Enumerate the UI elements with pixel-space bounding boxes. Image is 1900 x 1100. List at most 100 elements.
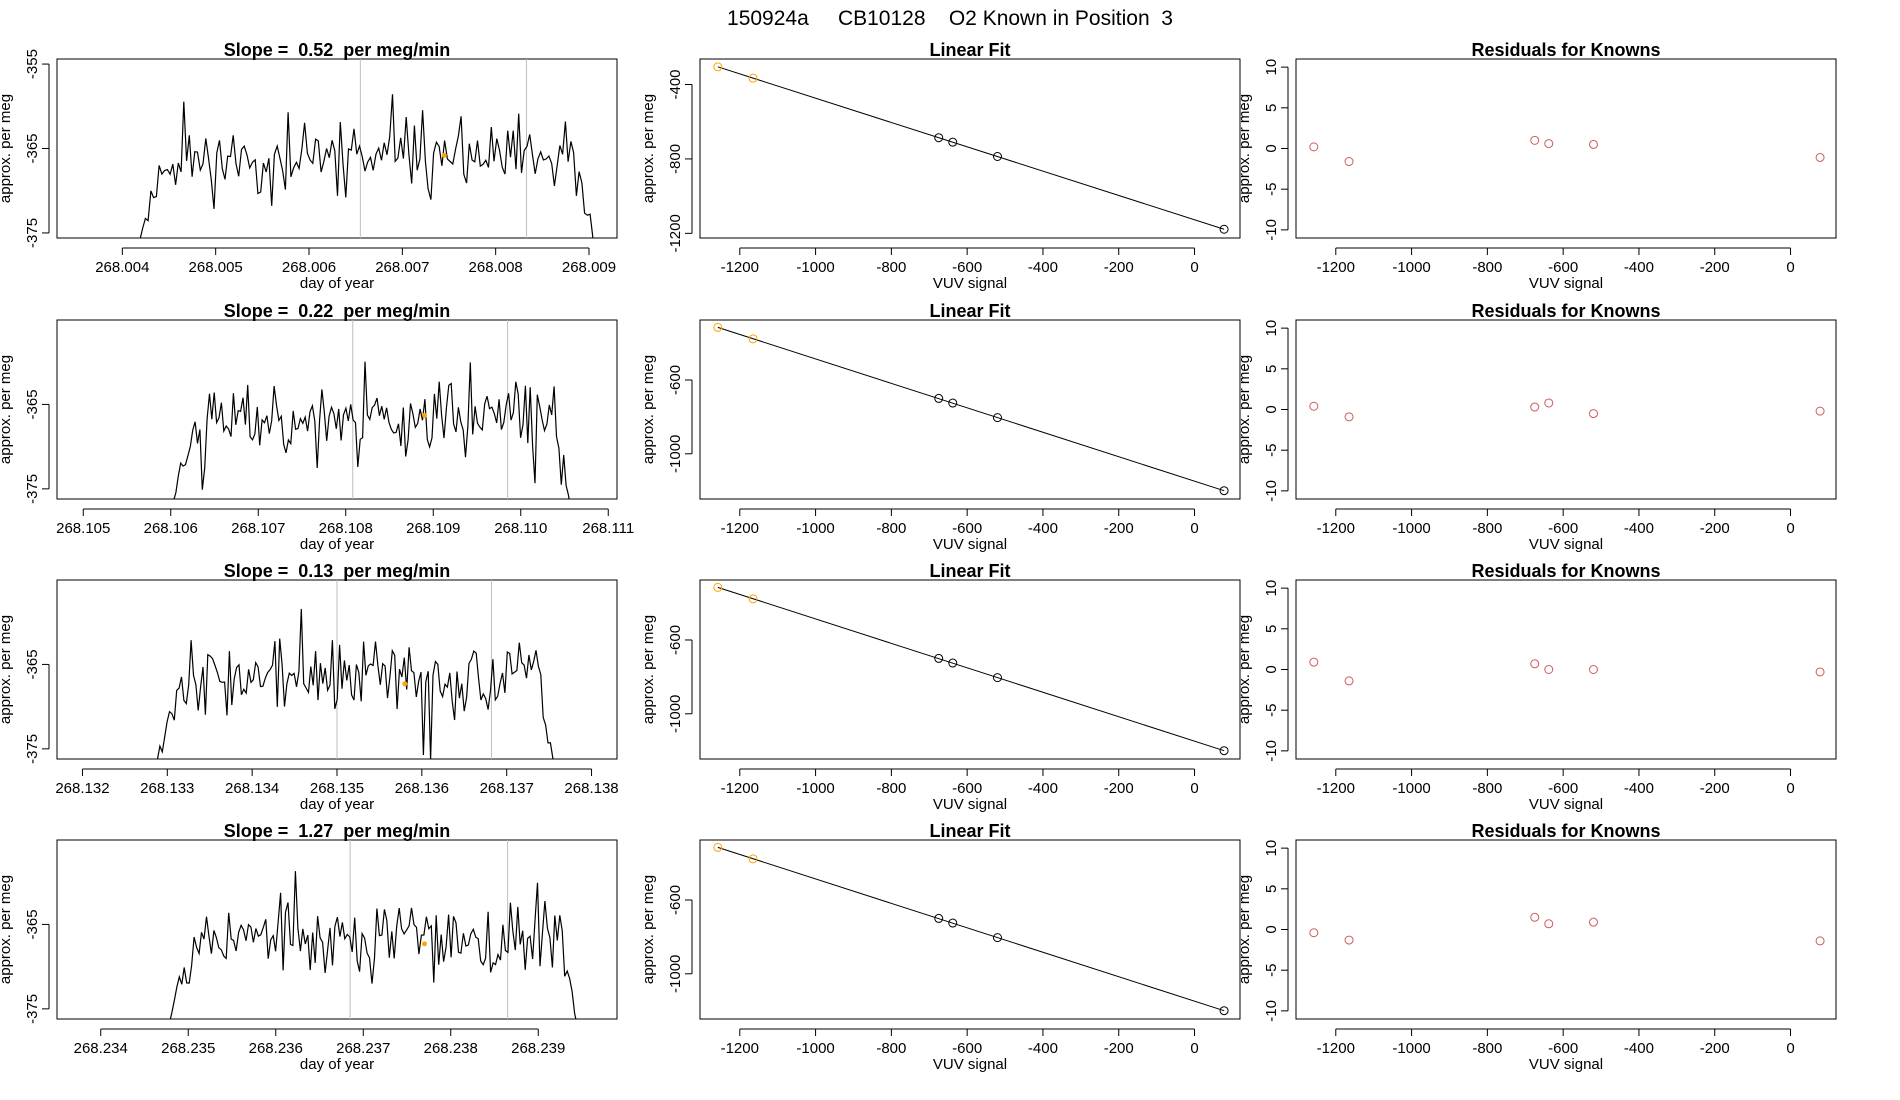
fit-data-point xyxy=(934,393,944,403)
x-tick-label: -800 xyxy=(876,780,906,797)
x-tick-label: 268.110 xyxy=(494,520,547,537)
y-tick-label: 0 xyxy=(1263,405,1280,413)
panel-title: Slope = 0.22 per meg/min xyxy=(224,301,451,321)
y-tick-label: -10 xyxy=(1263,480,1280,502)
plot-frame xyxy=(56,319,618,500)
x-axis-label: VUV signal xyxy=(1529,1056,1603,1073)
plot-frame xyxy=(1295,579,1837,760)
x-tick-label: 0 xyxy=(1190,780,1198,797)
fit-line xyxy=(717,586,1225,752)
x-tick-label: 268.137 xyxy=(480,780,534,797)
x-tick-label: -1200 xyxy=(1317,520,1355,537)
x-tick-label: -1000 xyxy=(1392,1040,1430,1057)
y-tick-label: -1000 xyxy=(667,435,684,473)
panels: Slope = 0.52 per meg/min 268.004 268.005 26… xyxy=(0,40,1837,1073)
x-tick-label: -600 xyxy=(952,1040,982,1057)
y-tick-label: 5 xyxy=(1263,625,1280,633)
residual-point xyxy=(1530,402,1540,412)
x-axis-label: day of year xyxy=(300,1056,374,1073)
x-tick-label: -1000 xyxy=(1392,259,1430,276)
fit-line xyxy=(717,846,1225,1012)
fit-data-point xyxy=(713,62,723,72)
panel-1-3: Slope = 0.13 per meg/min 268.132 268.133 26… xyxy=(0,561,619,813)
y-axis-label: approx. per meg xyxy=(0,875,14,984)
plot-frame xyxy=(1295,839,1837,1020)
fit-data-point xyxy=(948,398,958,408)
plot-frame xyxy=(699,579,1241,760)
y-tick-label: 0 xyxy=(1263,665,1280,673)
panel-2-3: Linear Fit -1200 -1000 -800 -600 -400 -200 0 VUV… xyxy=(640,561,1241,813)
x-tick-label: -400 xyxy=(1624,259,1654,276)
x-tick-label: -400 xyxy=(1624,780,1654,797)
x-axis-label: VUV signal xyxy=(1529,536,1603,553)
x-tick-label: 0 xyxy=(1786,259,1794,276)
panel-title: Slope = 0.52 per meg/min xyxy=(224,40,451,60)
fit-data-point xyxy=(934,133,944,143)
x-tick-label: -1000 xyxy=(796,259,834,276)
x-tick-label: -400 xyxy=(1028,520,1058,537)
x-tick-label: 0 xyxy=(1190,520,1198,537)
y-tick-label: 10 xyxy=(1263,580,1280,597)
x-tick-label: 268.138 xyxy=(564,780,618,797)
residual-point xyxy=(1344,676,1354,686)
x-tick-label: -600 xyxy=(1548,1040,1578,1057)
x-tick-label: -600 xyxy=(952,780,982,797)
y-tick-label: -10 xyxy=(1263,1000,1280,1022)
fit-data-point xyxy=(1219,486,1229,496)
x-axis-label: VUV signal xyxy=(1529,275,1603,292)
x-tick-label: -1200 xyxy=(721,780,759,797)
panel-title: Slope = 1.27 per meg/min xyxy=(224,821,451,841)
residual-point xyxy=(1815,406,1825,416)
y-tick-label: -10 xyxy=(1263,219,1280,241)
residual-point xyxy=(1530,659,1540,669)
x-tick-label: 268.111 xyxy=(582,520,634,537)
residual-point xyxy=(1815,667,1825,677)
fit-data-point xyxy=(713,322,723,332)
fit-data-point xyxy=(713,582,723,592)
data-series-line xyxy=(139,94,594,238)
x-tick-label: -1000 xyxy=(796,520,834,537)
plot-frame xyxy=(699,319,1241,500)
y-tick-label: -375 xyxy=(24,474,41,504)
x-tick-label: -1000 xyxy=(796,780,834,797)
x-tick-label: 268.133 xyxy=(140,780,194,797)
x-tick-label: -400 xyxy=(1624,1040,1654,1057)
x-axis-label: VUV signal xyxy=(1529,796,1603,813)
y-tick-label: -600 xyxy=(667,365,684,395)
x-tick-label: -800 xyxy=(876,520,906,537)
panel-2-1: Linear Fit -1200 -1000 -800 -600 -400 -200 0 VUV… xyxy=(640,40,1241,292)
residual-point xyxy=(1544,398,1554,408)
highlight-point xyxy=(441,152,447,158)
fit-data-point xyxy=(1219,1006,1229,1016)
plot-frame xyxy=(699,839,1241,1020)
x-tick-label: -600 xyxy=(1548,259,1578,276)
fit-data-point xyxy=(948,137,958,147)
data-series-line xyxy=(156,608,554,759)
x-tick-label: -800 xyxy=(1472,520,1502,537)
x-tick-label: -400 xyxy=(1028,259,1058,276)
residual-point xyxy=(1344,157,1354,167)
panel-3-1: Residuals for Knowns-1200 -1000 -800 -600 -4… xyxy=(1236,40,1837,292)
x-tick-label: 268.007 xyxy=(375,259,429,276)
fit-data-point xyxy=(948,918,958,928)
residual-point xyxy=(1588,665,1598,674)
x-tick-label: -800 xyxy=(876,259,906,276)
panel-title: Linear Fit xyxy=(929,821,1010,841)
x-tick-label: -800 xyxy=(1472,1040,1502,1057)
x-tick-label: 268.105 xyxy=(56,520,110,537)
residual-point xyxy=(1815,152,1825,162)
panel-title: Residuals for Knowns xyxy=(1471,821,1660,841)
x-tick-label: -200 xyxy=(1104,780,1134,797)
x-tick-label: 0 xyxy=(1190,1040,1198,1057)
residual-point xyxy=(1344,935,1354,945)
x-tick-label: -600 xyxy=(952,520,982,537)
x-tick-label: 268.238 xyxy=(424,1040,478,1057)
x-tick-label: 268.234 xyxy=(74,1040,128,1057)
y-tick-label: -375 xyxy=(24,218,41,248)
x-tick-label: -200 xyxy=(1700,1040,1730,1057)
y-tick-label: -365 xyxy=(24,133,41,163)
panel-title: Residuals for Knowns xyxy=(1471,561,1660,581)
fit-data-point xyxy=(992,933,1002,943)
y-tick-label: -1000 xyxy=(667,695,684,733)
fit-data-point xyxy=(748,594,758,604)
